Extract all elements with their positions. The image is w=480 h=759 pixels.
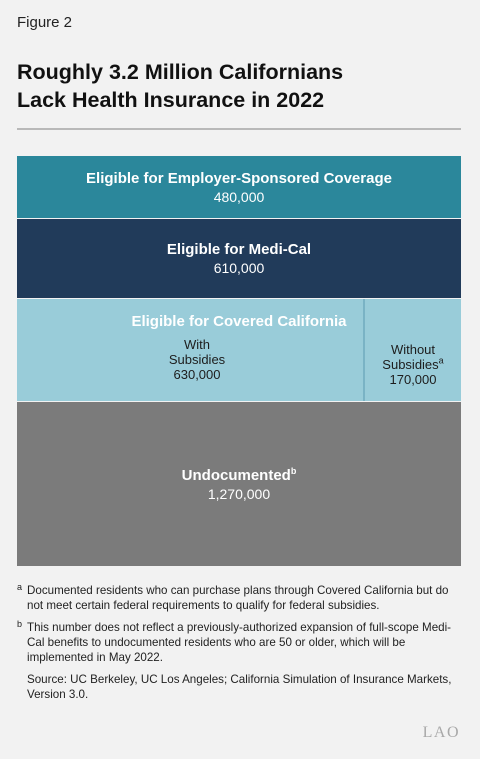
segment-with-subsidies: With Subsidies 630,000 bbox=[137, 337, 257, 382]
block-undocumented-value: 1,270,000 bbox=[207, 485, 271, 502]
source-note: Source: UC Berkeley, UC Los Angeles; Cal… bbox=[27, 673, 452, 701]
block-employer-label: Eligible for Employer-Sponsored Coverage bbox=[86, 169, 392, 187]
with-subsidies-label-1: With bbox=[184, 337, 210, 352]
without-subsidies-label-2: Subsidiesa bbox=[365, 355, 461, 372]
block-medi-cal: Eligible for Medi-Cal 610,000 bbox=[17, 219, 461, 298]
block-medi-cal-value: 610,000 bbox=[213, 260, 265, 276]
without-subsidies-value: 170,000 bbox=[389, 372, 437, 387]
footnote-b-text: This number does not reflect a previousl… bbox=[27, 621, 452, 664]
footnotes: a Documented residents who can purchase … bbox=[17, 582, 467, 702]
subsidy-divider bbox=[363, 299, 365, 401]
block-undocumented: Undocumentedb 1,270,000 bbox=[17, 402, 461, 566]
without-subsidies-label-1: Without bbox=[390, 342, 436, 357]
block-medi-cal-label: Eligible for Medi-Cal bbox=[166, 241, 312, 258]
chart-title-line-2: Lack Health Insurance in 2022 bbox=[17, 88, 325, 112]
footnote-a-text: Documented residents who can purchase pl… bbox=[27, 584, 449, 612]
block-employer-value: 480,000 bbox=[213, 188, 265, 205]
block-covered-label: Eligible for Covered California bbox=[131, 313, 347, 330]
coverage-block-chart: Eligible for Employer-Sponsored Coverage… bbox=[17, 156, 461, 566]
figure-label: Figure 2 bbox=[17, 14, 73, 31]
with-subsidies-label-2: Subsidies bbox=[168, 352, 226, 367]
footnote-b-marker: b bbox=[290, 465, 297, 476]
block-undocumented-label: Undocumented bbox=[181, 466, 291, 484]
without-subsidies-label-text: Subsidies bbox=[382, 357, 439, 372]
footnote-b: b This number does not reflect a previou… bbox=[17, 619, 467, 665]
chart-title-line-1: Roughly 3.2 Million Californians bbox=[17, 60, 344, 84]
block-employer-sponsored: Eligible for Employer-Sponsored Coverage… bbox=[17, 156, 461, 218]
block-undocumented-label-row: Undocumentedb bbox=[182, 466, 297, 485]
block-covered-california: Eligible for Covered California With Sub… bbox=[17, 299, 461, 401]
title-divider bbox=[17, 128, 461, 130]
footnote-a-marker: a bbox=[438, 355, 444, 366]
chart-title: Roughly 3.2 Million Californians Lack He… bbox=[17, 58, 457, 114]
footnote-a: a Documented residents who can purchase … bbox=[17, 582, 467, 613]
lao-logo: LAO bbox=[422, 724, 460, 741]
segment-without-subsidies: Without Subsidiesa 170,000 bbox=[365, 342, 461, 387]
footnote-b-mark: b bbox=[17, 619, 23, 629]
footnote-a-mark: a bbox=[17, 582, 23, 592]
with-subsidies-value: 630,000 bbox=[173, 367, 221, 382]
